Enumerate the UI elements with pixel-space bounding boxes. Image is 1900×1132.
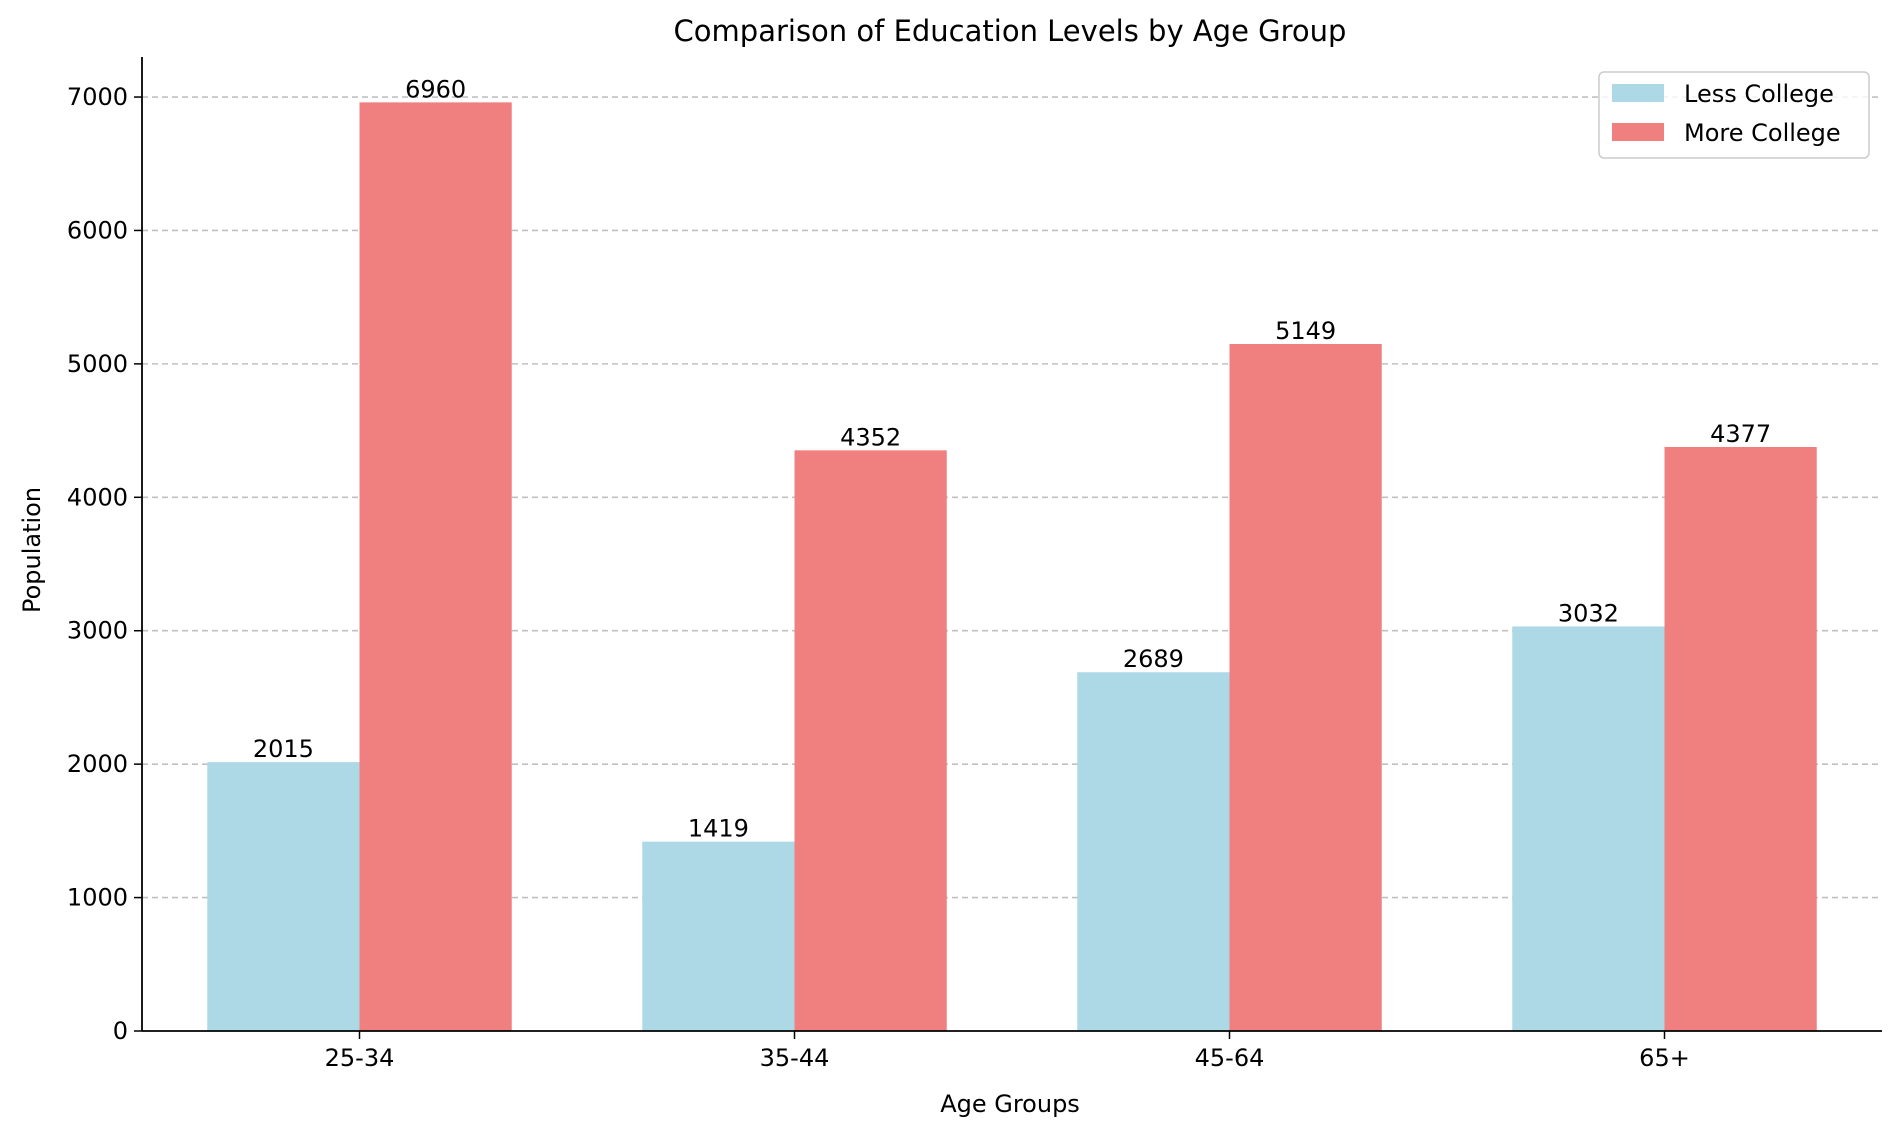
y-tick-label: 0 (113, 1017, 128, 1045)
x-axis-title: Age Groups (940, 1090, 1080, 1118)
bars-layer (207, 102, 1817, 1032)
legend-swatch-more-college (1612, 123, 1664, 141)
legend-frame (1598, 71, 1870, 159)
x-tick-label: 25-34 (325, 1044, 395, 1072)
data-label: 4352 (840, 423, 901, 451)
y-axis-title: Population (18, 487, 46, 613)
axes-layer: 0 1000 2000 3000 4000 5000 6000 7000 25-34 35-44 4… (67, 57, 1882, 1072)
data-label: 4377 (1710, 420, 1771, 448)
bar-less-college-65+ (1512, 626, 1665, 1031)
bar-more-college-25-34 (359, 102, 512, 1031)
y-tick-label: 1000 (67, 884, 128, 912)
y-tick-label: 4000 (67, 483, 128, 511)
legend-label-less-college: Less College (1684, 80, 1834, 108)
y-tick-label: 5000 (67, 350, 128, 378)
bar-more-college-35-44 (794, 450, 947, 1031)
chart-title: Comparison of Education Levels by Age Gr… (674, 14, 1347, 48)
x-tick-label: 65+ (1639, 1044, 1690, 1072)
x-tick-label: 45-64 (1195, 1044, 1265, 1072)
data-label: 2689 (1123, 645, 1184, 673)
x-tick-label: 35-44 (760, 1044, 830, 1072)
data-label: 6960 (405, 75, 466, 103)
bar-more-college-65+ (1664, 447, 1817, 1032)
legend: Less College More College (1598, 71, 1870, 159)
bar-more-college-45-64 (1229, 343, 1382, 1031)
legend-swatch-less-college (1612, 84, 1664, 102)
legend-label-more-college: More College (1684, 119, 1841, 147)
bar-less-college-35-44 (642, 841, 795, 1031)
data-label: 3032 (1558, 599, 1619, 627)
y-tick-label: 2000 (67, 750, 128, 778)
data-label: 1419 (688, 815, 749, 843)
y-tick-label: 6000 (67, 216, 128, 244)
bar-less-college-25-34 (207, 762, 360, 1031)
data-label: 2015 (253, 735, 314, 763)
data-labels-layer: 2015 6960 1419 4352 2689 5149 3032 4377 (253, 75, 1771, 842)
y-tick-label: 7000 (67, 83, 128, 111)
y-tick-label: 3000 (67, 617, 128, 645)
bar-less-college-45-64 (1077, 672, 1230, 1031)
data-label: 5149 (1275, 317, 1336, 345)
